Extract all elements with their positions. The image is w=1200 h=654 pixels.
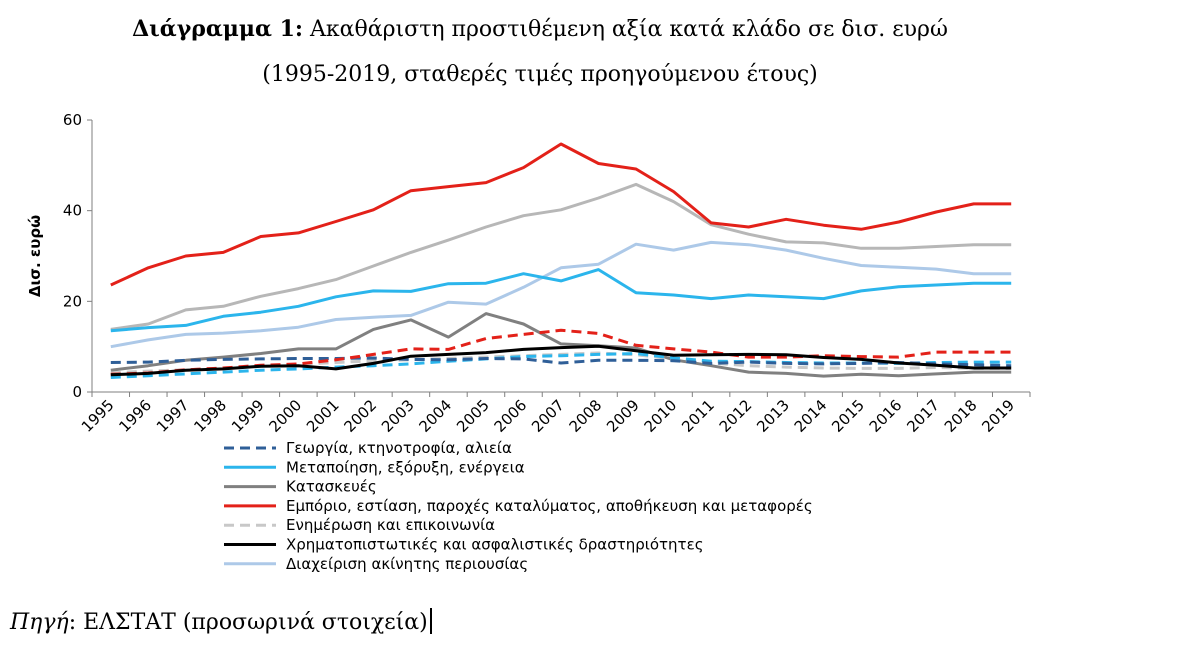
source-label: Πηγή: [10, 610, 69, 635]
x-tick-label: 2010: [641, 396, 681, 436]
series-line: [110, 356, 1012, 368]
x-tick-label: 2016: [866, 396, 906, 436]
series-line: [110, 352, 1012, 379]
x-tick-labels: 1995199619971998199920002001200220032004…: [78, 396, 1018, 436]
x-tick-label: 2008: [566, 396, 606, 436]
source-text: : ΕΛΣΤΑΤ (προσωρινά στοιχεία): [68, 610, 428, 635]
x-tick-label: 2012: [716, 396, 756, 436]
x-tick-label: 1999: [228, 396, 268, 436]
x-tick-label: 2007: [528, 396, 568, 436]
y-tick-label: 0: [72, 383, 82, 401]
legend-label: Μεταποίηση, εξόρυξη, ενέργεια: [286, 458, 525, 476]
series-line: [110, 344, 1012, 377]
y-tick-label: 60: [63, 111, 82, 129]
chart-title-line-2: (1995-2019, σταθερές τιμές προηγούμενου …: [262, 62, 818, 87]
x-tick-label: 2011: [678, 396, 718, 436]
y-tick-label: 40: [63, 202, 82, 220]
legend-label: Κατασκευές: [286, 478, 377, 496]
chart-series: [110, 142, 1012, 379]
chart-title-line-1: Διάγραμμα 1: Ακαθάριστη προστιθέμενη αξί…: [10, 16, 1070, 42]
x-tick-label: 1998: [190, 396, 230, 436]
series-line: [110, 312, 1012, 378]
legend-label: Χρηματοπιστωτικές και ασφαλιστικές δραστ…: [286, 536, 704, 554]
x-tick-label: 2005: [453, 396, 493, 436]
series-line: [110, 240, 1012, 349]
x-tick-label: 2000: [265, 396, 305, 436]
x-tick-label: 2019: [978, 396, 1018, 436]
text-cursor: [429, 608, 432, 634]
legend-label: Διαχείριση ακίνητης περιουσίας: [286, 555, 528, 573]
x-tick-label: 2017: [903, 396, 943, 436]
x-tick-label: 1996: [115, 396, 155, 436]
chart-legend: Γεωργία, κτηνοτροφία, αλιείαΜεταποίηση, …: [224, 439, 813, 573]
x-tick-label: 2003: [378, 396, 418, 436]
chart-title-text: Ακαθάριστη προστιθέμενη αξία κατά κλάδο …: [303, 17, 948, 42]
x-tick-label: 2018: [941, 396, 981, 436]
chart-title-prefix: Διάγραμμα 1:: [132, 16, 304, 42]
x-tick-label: 2004: [416, 396, 456, 436]
x-tick-label: 2001: [303, 396, 343, 436]
source-note: Πηγή: ΕΛΣΤΑΤ (προσωρινά στοιχεία): [10, 608, 432, 635]
x-tick-label: 1995: [78, 396, 118, 436]
x-tick-label: 1997: [153, 396, 193, 436]
y-axis-label: Δισ. ευρώ: [26, 215, 44, 297]
x-tick-label: 2014: [791, 396, 831, 436]
x-tick-label: 2015: [828, 396, 868, 436]
legend-label: Εμπόριο, εστίαση, παροχές καταλύματος, α…: [286, 497, 813, 515]
x-tick-label: 2002: [340, 396, 380, 436]
chart-axes: 0 20 40 60: [63, 111, 1031, 401]
x-tick-label: 2006: [491, 396, 531, 436]
series-line: [110, 142, 1012, 287]
series-line: [110, 182, 1012, 331]
y-tick-label: 20: [63, 292, 82, 310]
legend-label: Γεωργία, κτηνοτροφία, αλιεία: [286, 439, 512, 457]
legend-label: Ενημέρωση και επικοινωνία: [286, 516, 495, 534]
x-tick-label: 2009: [603, 396, 643, 436]
x-tick-label: 2013: [753, 396, 793, 436]
series-line: [110, 268, 1012, 333]
